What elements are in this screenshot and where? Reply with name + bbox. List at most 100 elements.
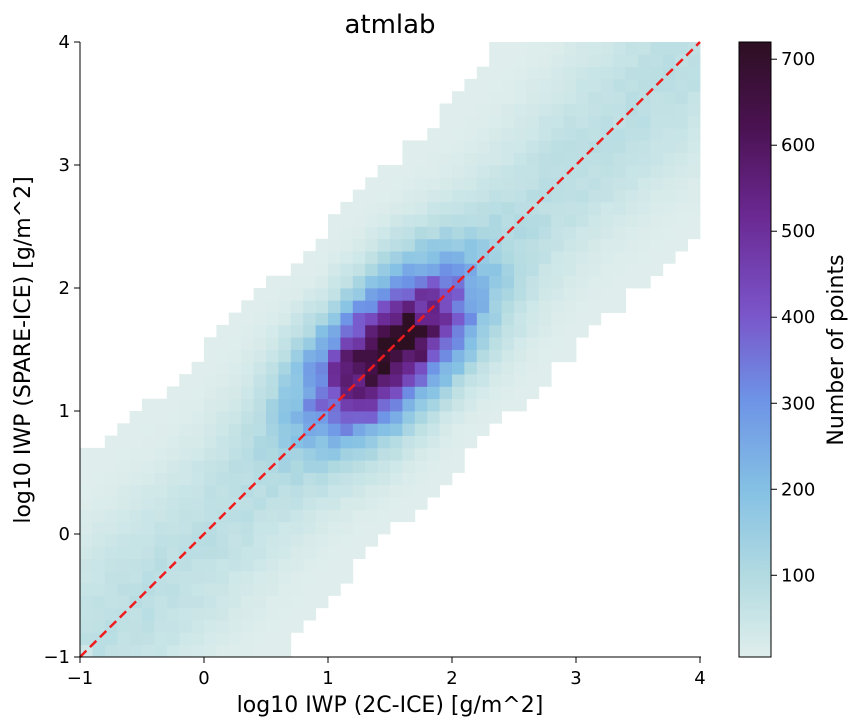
heatmap-cell bbox=[551, 152, 564, 166]
heatmap-cell bbox=[290, 300, 304, 313]
heatmap-cell bbox=[80, 472, 93, 486]
heatmap-cell bbox=[439, 189, 453, 203]
heatmap-cell bbox=[104, 460, 118, 473]
heatmap-cell bbox=[563, 312, 577, 326]
heatmap-cell bbox=[154, 534, 168, 547]
heatmap-cell bbox=[390, 312, 403, 326]
heatmap-cell bbox=[427, 460, 440, 473]
heatmap-cell bbox=[625, 275, 639, 289]
heatmap-cell bbox=[464, 115, 478, 129]
heatmap-cell bbox=[650, 238, 664, 252]
heatmap-cell bbox=[638, 66, 651, 80]
heatmap-cell bbox=[278, 386, 292, 400]
heatmap-cell bbox=[328, 435, 341, 449]
heatmap-cell bbox=[464, 423, 478, 436]
heatmap-cell bbox=[501, 189, 515, 203]
heatmap-cell bbox=[315, 472, 329, 486]
heatmap-cell bbox=[278, 374, 292, 387]
heatmap-cell bbox=[600, 140, 614, 154]
heatmap-cell bbox=[266, 300, 279, 313]
heatmap-cell bbox=[290, 447, 304, 461]
heatmap-cell bbox=[340, 300, 354, 313]
heatmap-cell bbox=[476, 398, 490, 412]
heatmap-cell bbox=[303, 288, 316, 301]
heatmap-cell bbox=[551, 54, 564, 67]
heatmap-cell bbox=[625, 152, 639, 166]
heatmap-cell bbox=[675, 128, 688, 141]
heatmap-cell bbox=[638, 140, 651, 154]
heatmap-cell bbox=[489, 275, 502, 289]
heatmap-cell bbox=[390, 361, 403, 375]
heatmap-cell bbox=[489, 177, 502, 190]
heatmap-cell bbox=[352, 300, 366, 313]
heatmap-cell bbox=[377, 411, 391, 424]
heatmap-cell bbox=[204, 644, 217, 658]
heatmap-cell bbox=[538, 115, 552, 129]
heatmap-cell bbox=[576, 214, 589, 227]
heatmap-cell bbox=[328, 337, 341, 350]
heatmap-cell bbox=[340, 398, 354, 412]
heatmap-cell bbox=[600, 275, 614, 289]
heatmap-cell bbox=[266, 337, 279, 350]
heatmap-cell bbox=[526, 152, 540, 166]
heatmap-cell bbox=[328, 374, 341, 387]
heatmap-cell bbox=[613, 177, 626, 190]
heatmap-cell bbox=[204, 497, 217, 510]
heatmap-cell bbox=[675, 189, 688, 203]
heatmap-cell bbox=[266, 546, 279, 559]
heatmap-cell bbox=[476, 386, 490, 400]
heatmap-cell bbox=[489, 91, 502, 104]
heatmap-cell bbox=[476, 201, 490, 215]
heatmap-cell bbox=[414, 238, 428, 252]
heatmap-cell bbox=[352, 484, 366, 498]
heatmap-cell bbox=[414, 447, 428, 461]
heatmap-cell bbox=[427, 201, 440, 215]
heatmap-cell bbox=[216, 324, 230, 338]
heatmap-cell bbox=[253, 546, 267, 559]
heatmap-cell bbox=[563, 115, 577, 129]
heatmap-cell bbox=[464, 398, 478, 412]
x-tick-label: 3 bbox=[570, 668, 581, 689]
heatmap-cell bbox=[278, 300, 292, 313]
heatmap-cell bbox=[266, 423, 279, 436]
heatmap-cell bbox=[365, 251, 378, 264]
heatmap-cell bbox=[253, 583, 267, 596]
heatmap-cell bbox=[340, 497, 354, 510]
heatmap-cell bbox=[402, 497, 416, 510]
heatmap-cell bbox=[154, 398, 168, 412]
chart-title: atmlab bbox=[344, 10, 435, 40]
heatmap-cell bbox=[253, 349, 267, 363]
heatmap-cell bbox=[514, 238, 527, 252]
x-tick-label: 4 bbox=[694, 668, 705, 689]
heatmap-cell bbox=[464, 324, 478, 338]
heatmap-cell bbox=[315, 521, 329, 535]
heatmap-cell bbox=[501, 300, 515, 313]
heatmap-cell bbox=[241, 337, 254, 350]
heatmap-cell bbox=[687, 177, 701, 190]
heatmap-cell bbox=[204, 398, 217, 412]
heatmap-cell bbox=[662, 140, 676, 154]
heatmap-cell bbox=[563, 128, 577, 141]
heatmap-cell bbox=[476, 103, 490, 117]
heatmap-cell bbox=[290, 570, 304, 584]
heatmap-cell bbox=[464, 411, 478, 424]
heatmap-cell bbox=[588, 275, 602, 289]
heatmap-cell bbox=[675, 91, 688, 104]
heatmap-cell bbox=[204, 595, 217, 609]
heatmap-cell bbox=[390, 447, 403, 461]
heatmap-cell bbox=[650, 177, 664, 190]
heatmap-cell bbox=[476, 423, 490, 436]
heatmap-cell bbox=[526, 214, 540, 227]
heatmap-cell bbox=[588, 312, 602, 326]
heatmap-cell bbox=[600, 66, 614, 80]
heatmap-cell bbox=[662, 152, 676, 166]
heatmap-cell bbox=[390, 386, 403, 400]
heatmap-cell bbox=[104, 583, 118, 596]
heatmap-cell bbox=[402, 263, 416, 277]
heatmap-cell bbox=[142, 472, 155, 486]
heatmap-cell bbox=[402, 484, 416, 498]
heatmap-cell bbox=[92, 534, 106, 547]
heatmap-cell bbox=[253, 324, 267, 338]
heatmap-cell bbox=[92, 607, 106, 621]
heatmap-cell bbox=[402, 423, 416, 436]
